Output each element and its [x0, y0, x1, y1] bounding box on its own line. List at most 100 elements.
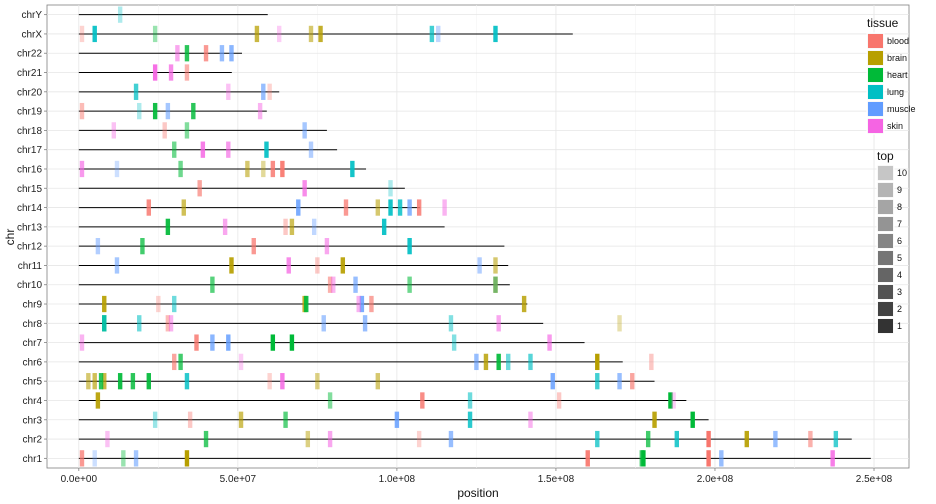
- y-tick-label: chrY: [21, 10, 42, 21]
- mark-skin-chr2: [327, 430, 333, 448]
- mark-heart-chr22: [184, 45, 190, 62]
- mark-blood-chrX: [79, 25, 85, 43]
- y-tick-label: chr17: [17, 145, 42, 156]
- mark-lung-chr9: [172, 295, 177, 313]
- mark-muscle-chr10: [353, 276, 358, 293]
- mark-heart-chr17: [172, 141, 177, 158]
- mark-muscle-chr8: [321, 315, 326, 332]
- mark-heart-chr5: [130, 373, 136, 390]
- mark-heart-chr16: [178, 160, 183, 178]
- y-tick-label: chr6: [23, 357, 43, 368]
- mark-skin-chr2: [105, 430, 110, 448]
- tissue-legend-label-skin: skin: [887, 121, 903, 131]
- y-tick-label: chr22: [17, 49, 42, 60]
- mark-heart-chrX: [152, 25, 158, 43]
- y-tick-label: chr16: [17, 164, 42, 175]
- top-legend-label-5: 5: [897, 253, 902, 263]
- top-legend-label-7: 7: [897, 219, 902, 229]
- mark-heart-chr19: [152, 102, 158, 120]
- mark-skin-chr3: [528, 411, 533, 428]
- x-tick-label: 5.0e+07: [220, 474, 257, 485]
- mark-heart-chr2: [203, 430, 209, 448]
- y-axis-title: chr: [3, 229, 17, 246]
- mark-heart-chr10: [407, 276, 412, 293]
- mark-skin-chr7: [79, 334, 85, 351]
- mark-brain-chr14: [181, 199, 186, 216]
- mark-brain-chrX: [254, 25, 260, 43]
- mark-heart-chr1: [121, 450, 126, 467]
- y-tick-label: chr18: [17, 126, 42, 137]
- mark-brain-chr11: [340, 257, 346, 274]
- mark-skin-chr11: [286, 257, 291, 274]
- top-legend-swatch-2: [878, 302, 893, 316]
- mark-brain-chr3: [652, 411, 657, 428]
- tissue-legend-title: tissue: [867, 16, 899, 30]
- y-tick-label: chr3: [23, 415, 43, 426]
- mark-blood-chr22: [203, 45, 209, 62]
- mark-skin-chr21: [152, 64, 158, 81]
- mark-blood-chr5: [267, 373, 272, 390]
- x-axis-ticks: 0.0e+00 5.0e+07 1.0e+08 1.5e+08 2.0e+08 2.5e+…: [61, 468, 893, 485]
- top-legend-swatch-5: [878, 251, 893, 265]
- mark-brain-chr2: [305, 430, 311, 448]
- y-tick-label: chr8: [23, 319, 43, 330]
- x-tick-label: 2.0e+08: [697, 474, 734, 485]
- top-legend-swatch-3: [878, 285, 893, 299]
- mark-lung-chr8: [102, 315, 107, 332]
- x-tick-label: 0.0e+00: [61, 474, 98, 485]
- mark-muscle-chr7: [210, 334, 215, 351]
- x-tick-label: 1.5e+08: [538, 474, 575, 485]
- mark-brain-chr13: [289, 218, 295, 235]
- mark-muscle-chr22: [229, 45, 234, 62]
- y-tick-label: chr9: [23, 300, 43, 311]
- mark-lung-chr2: [674, 430, 680, 448]
- mark-heart-chr3: [690, 411, 695, 428]
- mark-brain-chr9: [102, 295, 107, 313]
- top-legend-label-6: 6: [897, 236, 902, 246]
- mark-brain-chrX: [308, 25, 314, 43]
- mark-blood-chr16: [280, 160, 285, 178]
- mark-brain-chr5: [375, 373, 381, 390]
- mark-muscle-chr22: [219, 45, 225, 62]
- y-tick-label: chrX: [21, 29, 42, 40]
- mark-heart-chr5: [98, 373, 104, 390]
- mark-blood-chr4: [556, 392, 562, 409]
- mark-lung-chr4: [467, 392, 473, 409]
- mark-heart-chr12: [140, 238, 145, 255]
- mark-skin-chr5: [280, 373, 285, 390]
- mark-lung-chr20: [133, 83, 139, 100]
- y-tick-label: chr7: [23, 338, 43, 349]
- mark-skin-chrX: [276, 25, 282, 43]
- tissue-legend-label-heart: heart: [887, 70, 908, 80]
- top-legend-swatch-7: [878, 217, 893, 231]
- mark-lung-chrY: [117, 6, 123, 23]
- mark-brain-chr8: [617, 315, 622, 332]
- mark-lung-chr5: [184, 373, 190, 390]
- mark-skin-chr8: [168, 315, 174, 332]
- mark-heart-chr4: [327, 392, 333, 409]
- mark-brain-chr1: [184, 450, 190, 467]
- tissue-legend: tissue blood brain heart lung muscle skin: [866, 16, 916, 135]
- mark-blood-chr1: [706, 450, 711, 467]
- mark-lung-chr8: [448, 315, 454, 332]
- top-legend-swatch-10: [878, 166, 893, 180]
- mark-muscle-chr14: [407, 199, 412, 216]
- mark-lung-chr13: [381, 218, 387, 235]
- mark-skin-chr7: [547, 334, 552, 351]
- mark-heart-chr10: [210, 276, 215, 293]
- top-legend-key-bg: [876, 215, 895, 233]
- mark-skin-chr9: [356, 295, 361, 313]
- mark-blood-chr20: [267, 83, 272, 100]
- mark-brain-chr10: [493, 276, 498, 293]
- mark-lung-chr3: [467, 411, 473, 428]
- mark-brain-chr16: [261, 160, 266, 178]
- mark-muscle-chr19: [165, 102, 171, 120]
- mark-blood-chr6: [172, 353, 177, 371]
- top-legend-swatch-6: [878, 234, 893, 248]
- top-legend-title: top: [877, 149, 894, 163]
- mark-muscle-chr11: [477, 257, 482, 274]
- x-tick-label: 2.5e+08: [856, 474, 893, 485]
- y-tick-label: chr10: [17, 280, 42, 291]
- top-legend-label-3: 3: [897, 287, 902, 297]
